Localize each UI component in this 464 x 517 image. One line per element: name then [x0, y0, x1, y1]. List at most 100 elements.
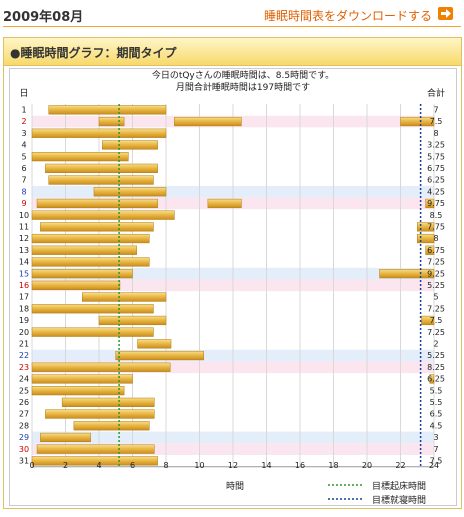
legend-bed-label: 目標就寝時間: [372, 494, 426, 505]
sleep-bar: [425, 245, 435, 255]
day-label: 20: [19, 328, 29, 337]
day-total-label: 8.25: [427, 363, 445, 372]
total-column-label: 合計: [427, 87, 445, 99]
sleep-bar: [421, 315, 435, 326]
x-tick-label: 14: [261, 461, 271, 470]
sleep-bar: [31, 269, 133, 279]
day-total-label: 9.75: [427, 199, 445, 208]
legend-wake-label: 目標起床時間: [372, 480, 426, 492]
sleep-bar: [425, 198, 435, 209]
day-total-label: 6.5: [430, 410, 443, 419]
day-label: 28: [19, 421, 29, 430]
sleep-bar: [31, 245, 137, 255]
day-label: 13: [19, 246, 29, 255]
day-label: 25: [19, 386, 29, 395]
summary-line-2: 月間合計睡眠時間は197時間です: [176, 81, 310, 93]
x-tick-label: 24: [429, 461, 439, 470]
download-link[interactable]: 睡眠時間表をダウンロードする: [264, 9, 433, 23]
x-tick-label: 0: [29, 461, 34, 470]
x-tick-label: 12: [228, 461, 238, 470]
day-label: 15: [19, 269, 29, 278]
day-total-label: 6.75: [427, 164, 445, 173]
title-underline: [3, 26, 461, 27]
sleep-bar: [31, 280, 121, 290]
sleep-bar: [73, 421, 150, 431]
sleep-bar: [40, 222, 154, 232]
sleep-bar: [31, 257, 150, 267]
day-total-label: 5.5: [430, 386, 443, 395]
day-total-label: 8.5: [430, 211, 443, 220]
day-label: 18: [19, 304, 29, 313]
day-label: 19: [19, 316, 29, 325]
day-label: 30: [19, 445, 29, 454]
day-total-label: 8: [433, 234, 438, 243]
day-total-label: 7: [433, 445, 438, 454]
sleep-bar: [417, 222, 435, 232]
arrow-right-icon[interactable]: [438, 7, 453, 20]
day-label: 7: [21, 176, 26, 185]
x-tick-label: 4: [96, 461, 101, 470]
sleep-bar: [400, 116, 435, 127]
day-label: 2: [21, 117, 26, 126]
sleep-chart: 今日のtQyさんの睡眠時間は、8.5時間です。 月間合計睡眠時間は197時間です…: [19, 69, 445, 506]
summary-line-1: 今日のtQyさんの睡眠時間は、8.5時間です。: [152, 69, 334, 81]
sleep-bar: [174, 116, 242, 127]
day-label: 21: [19, 340, 29, 349]
sleep-bar: [429, 374, 435, 384]
day-label: 26: [19, 398, 29, 407]
x-tick-label: 8: [163, 461, 168, 470]
sleep-bar: [40, 432, 91, 443]
sleep-bar: [93, 187, 167, 197]
day-total-label: 6.25: [427, 375, 445, 384]
day-total-label: 4.25: [427, 187, 445, 196]
x-tick-label: 16: [295, 461, 305, 470]
sleep-bar: [48, 105, 167, 115]
page-title: 2009年08月: [3, 10, 84, 25]
day-label: 27: [19, 410, 29, 419]
x-axis-label: 時間: [226, 481, 244, 492]
chart-area: 今日のtQyさんの睡眠時間は、8.5時間です。 月間合計睡眠時間は197時間です…: [9, 68, 457, 506]
day-total-label: 7.5: [430, 117, 443, 126]
sleep-bar: [61, 397, 155, 407]
panel-title: ●睡眠時間グラフ：期間タイプ: [10, 46, 177, 60]
sleep-bar: [31, 128, 167, 138]
day-label: 5: [21, 152, 26, 161]
x-tick-label: 22: [395, 461, 405, 470]
day-label: 24: [19, 375, 29, 384]
sleep-bar: [417, 233, 435, 244]
day-total-label: 7.25: [427, 258, 445, 267]
day-label: 12: [19, 234, 29, 243]
day-label: 4: [21, 141, 26, 150]
day-label: 8: [21, 187, 26, 196]
sleep-bar: [31, 456, 158, 466]
sleep-bar: [45, 409, 155, 419]
day-total-label: 7.5: [430, 457, 443, 466]
day-label: 11: [19, 223, 29, 232]
sleep-bar: [36, 444, 155, 454]
sleep-graph-panel: ●睡眠時間グラフ：期間タイプ 今日のtQyさんの睡眠時間は、8.5時間です。 月…: [3, 37, 462, 509]
y-axis-label: 日: [19, 88, 28, 99]
day-label: 29: [19, 433, 29, 442]
day-total-label: 3: [433, 433, 438, 442]
day-label: 6: [21, 164, 26, 173]
day-label: 1: [21, 106, 26, 115]
day-label: 9: [21, 199, 26, 208]
day-label: 16: [19, 281, 29, 290]
day-label: 17: [19, 293, 29, 302]
sleep-bar: [137, 339, 172, 349]
day-total-label: 7.25: [427, 304, 445, 313]
day-total-label: 5.75: [427, 152, 445, 161]
sleep-bar: [98, 315, 167, 326]
day-label: 23: [19, 363, 29, 372]
day-total-label: 9.25: [427, 269, 445, 278]
day-label: 14: [19, 258, 29, 267]
x-tick-label: 20: [362, 461, 372, 470]
sleep-bar: [31, 386, 125, 396]
day-total-label: 2: [433, 340, 438, 349]
day-total-label: 5.25: [427, 351, 445, 360]
day-label: 10: [19, 211, 29, 220]
sleep-bar: [45, 163, 158, 173]
day-total-label: 3.25: [427, 141, 445, 150]
sleep-bar: [48, 175, 154, 185]
sleep-bar: [31, 210, 175, 220]
